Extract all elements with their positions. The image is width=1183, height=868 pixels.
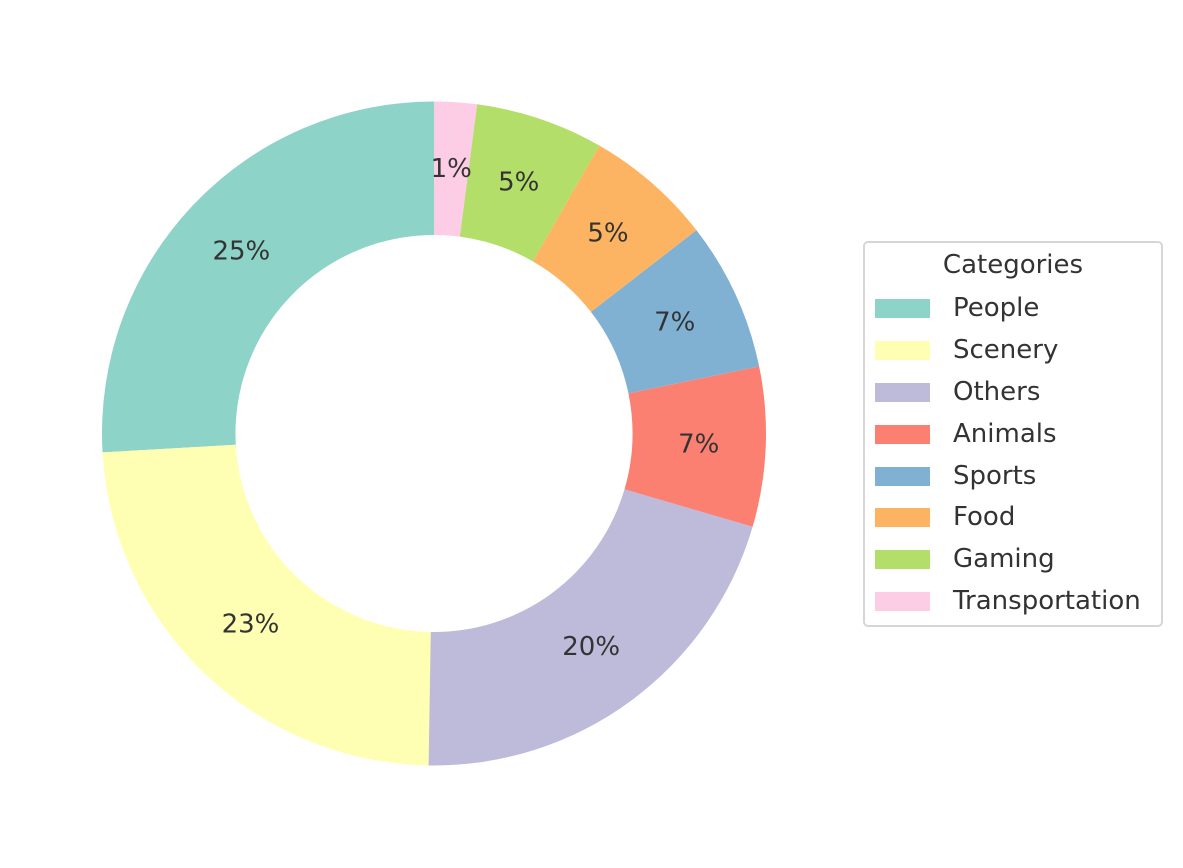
legend-label: Gaming [953,544,1055,575]
legend-swatch [875,382,930,402]
legend-swatch [875,550,930,570]
slice-label-others: 20% [562,632,620,662]
slice-food [532,145,697,312]
slice-label-people: 25% [212,237,270,267]
slice-label-sports: 7% [654,308,695,338]
slice-label-scenery: 23% [222,610,280,640]
legend-label: Sports [953,460,1037,491]
legend-title: Categories [942,250,1084,280]
donut-slice-labels: 25% 23% 20% 7% 7% 5% 5% 1% [212,154,719,662]
chart-legend: Categories People Scenery Others Animals Spo… [863,241,1163,627]
legend-label: People [953,293,1040,323]
slice-sports [590,230,760,394]
legend-swatch [875,508,930,528]
slice-gaming [459,104,600,262]
legend-swatch [875,424,930,444]
slice-label-transportation: 1% [431,154,472,184]
slice-transportation [434,101,478,237]
legend-label: Others [953,376,1041,407]
slice-label-food: 5% [587,219,628,249]
legend-label: Animals [953,418,1057,449]
legend-swatch [875,299,930,318]
legend-label: Transportation [953,586,1141,617]
legend-label: Scenery [953,334,1059,365]
slice-label-gaming: 5% [498,167,539,197]
legend-swatch [875,466,930,486]
slice-others [428,489,753,766]
legend-label: Food [953,502,1016,533]
slice-label-animals: 7% [678,429,719,459]
slice-animals [624,366,766,527]
legend-swatch [875,592,930,612]
slice-scenery [102,444,431,766]
donut-slices [101,101,766,766]
legend-swatch [875,340,930,360]
slice-people [101,101,434,453]
